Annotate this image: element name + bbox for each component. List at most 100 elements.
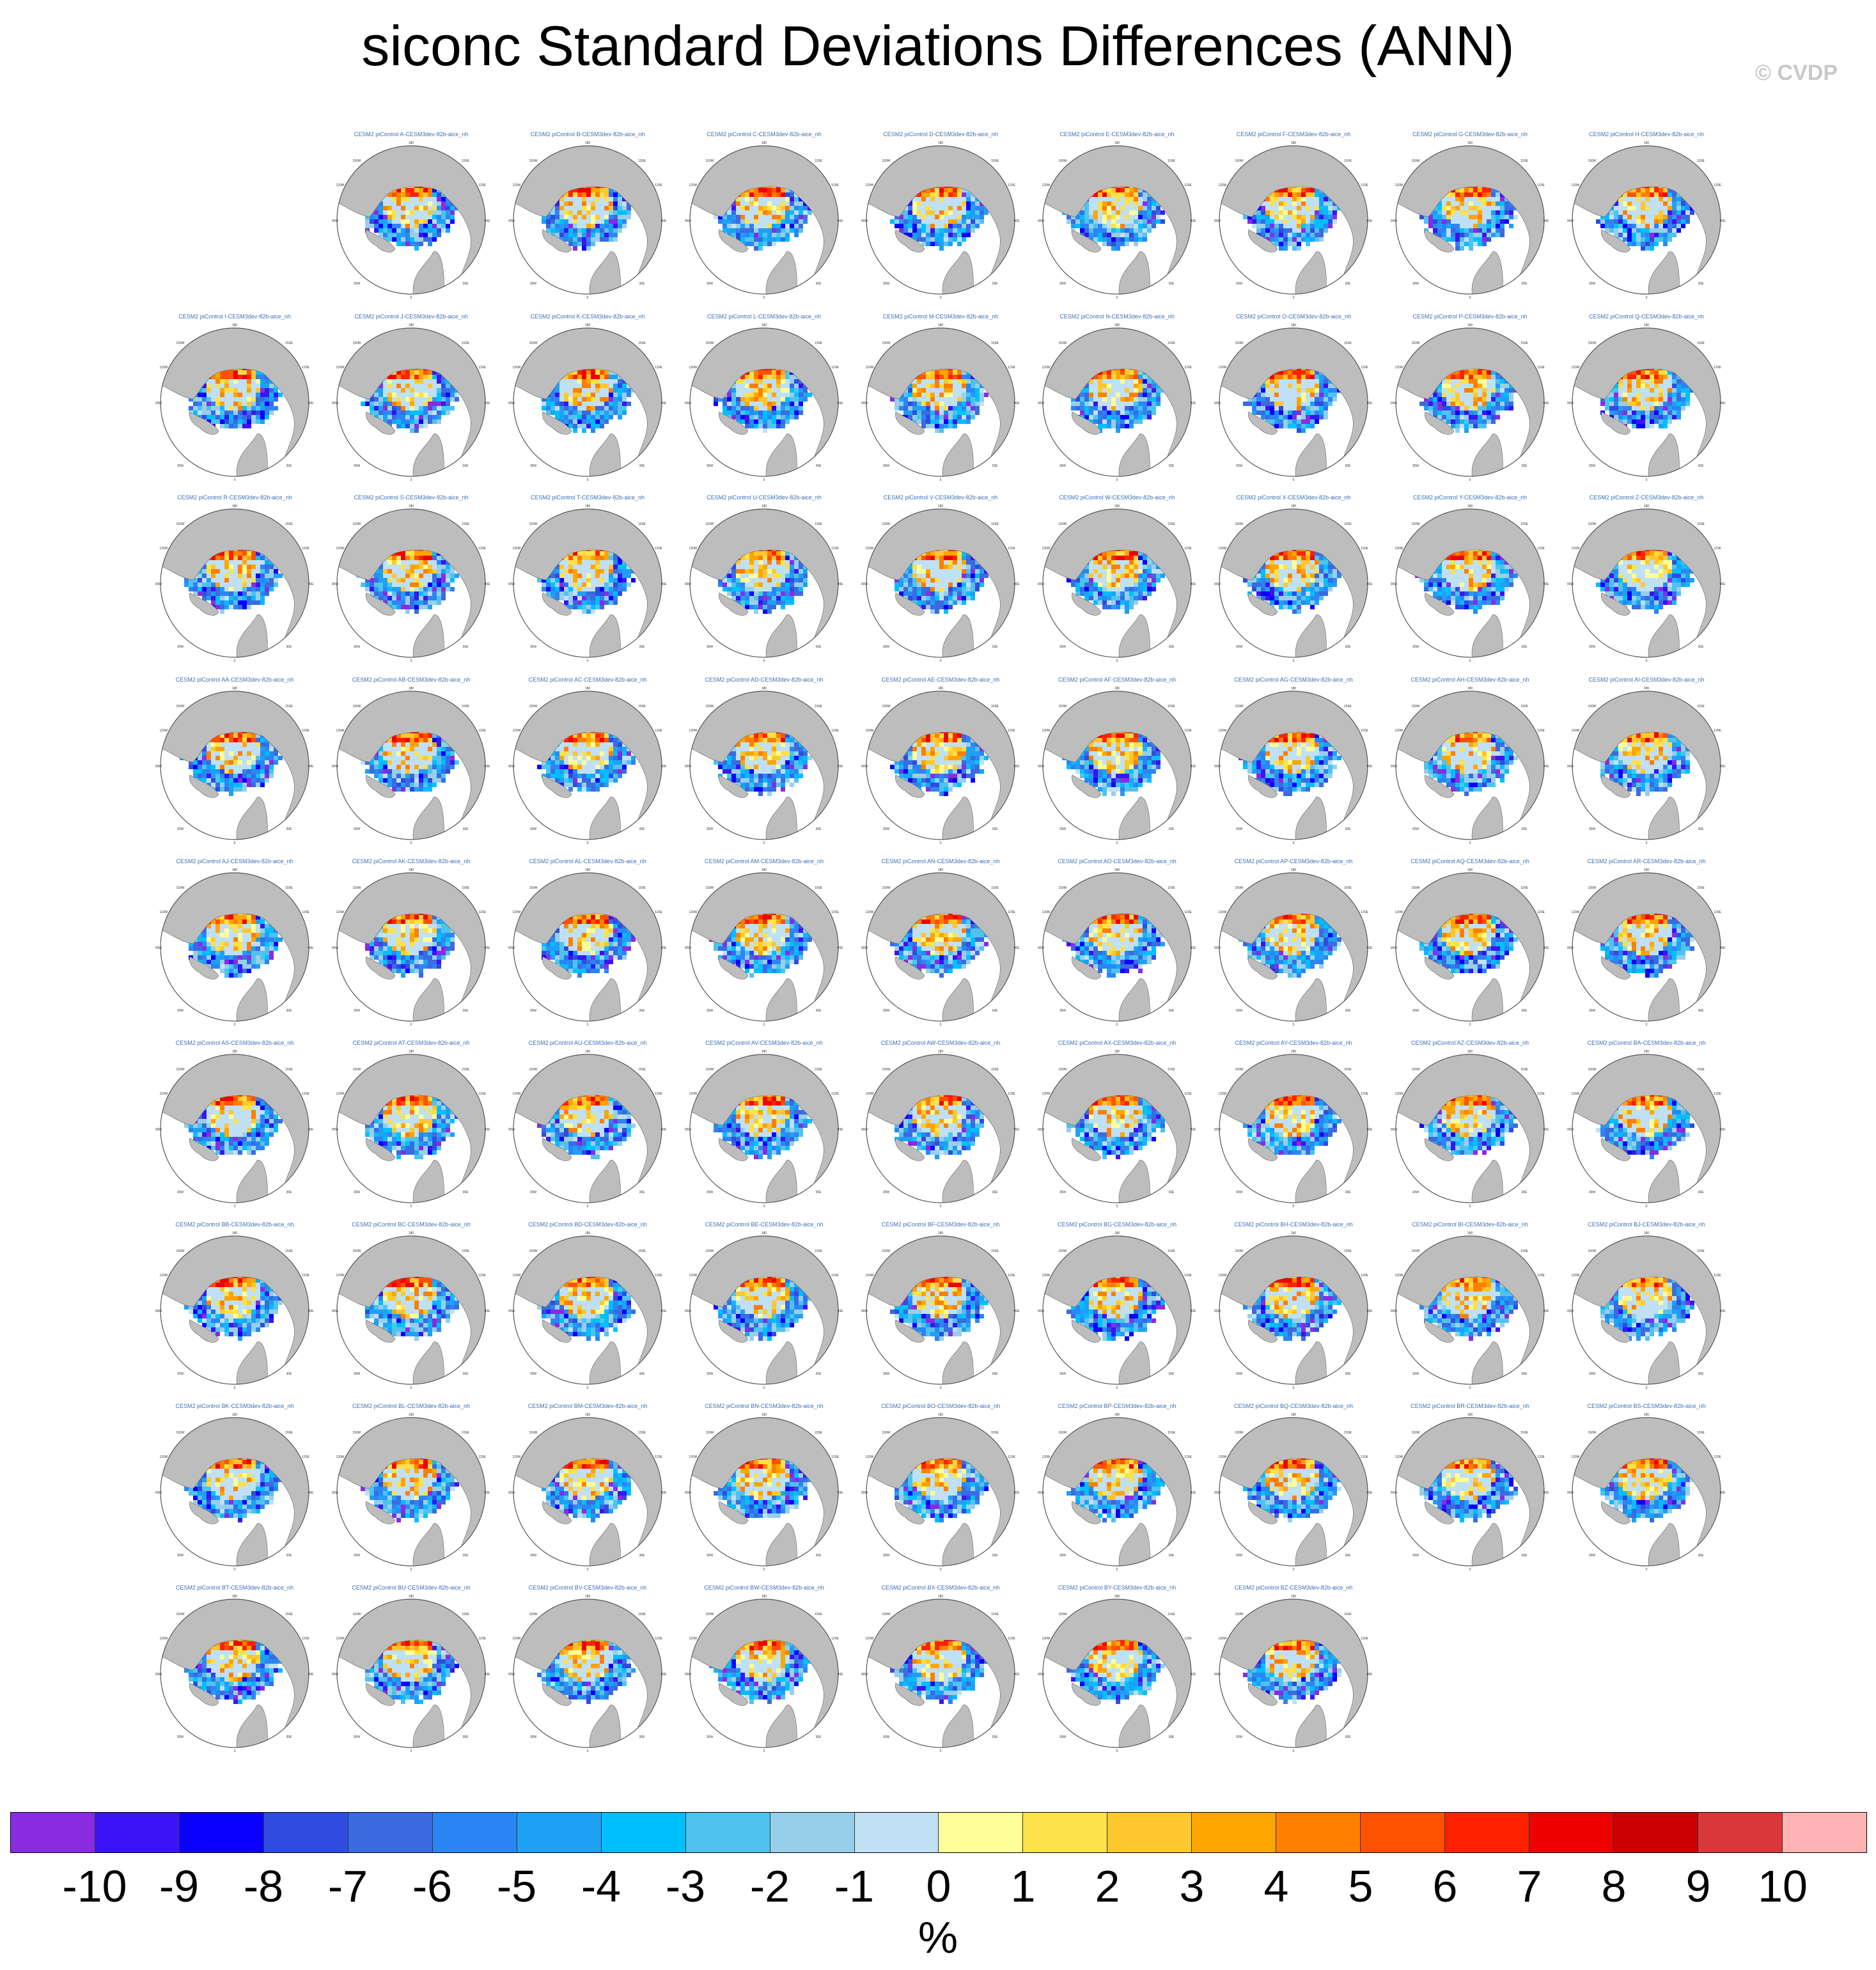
ice-cell bbox=[401, 237, 405, 242]
ice-cell bbox=[903, 410, 908, 415]
ice-cell bbox=[233, 384, 238, 388]
ice-cell bbox=[387, 197, 392, 201]
ice-cell bbox=[1279, 246, 1283, 251]
ice-cell bbox=[1460, 219, 1464, 224]
ice-cell bbox=[785, 192, 790, 197]
ice-cell bbox=[242, 410, 247, 415]
longitude-label: 30E bbox=[816, 464, 822, 468]
ice-cell bbox=[1120, 375, 1125, 379]
ice-cell bbox=[1500, 233, 1505, 237]
ice-cell bbox=[207, 406, 211, 410]
ice-cell bbox=[591, 375, 595, 379]
ice-cell bbox=[939, 219, 944, 224]
ice-cell bbox=[600, 393, 604, 397]
ice-cell bbox=[559, 388, 564, 393]
ice-cell bbox=[1442, 215, 1446, 219]
ice-cell bbox=[591, 188, 595, 192]
ice-cell bbox=[600, 384, 604, 388]
ice-cell bbox=[1600, 215, 1605, 219]
ice-cell bbox=[207, 384, 211, 388]
ice-cell bbox=[1102, 370, 1107, 375]
panel-title: CESM2 piControl J-CESM3dev-82b-aice_nh bbox=[331, 313, 491, 320]
ice-cell bbox=[446, 197, 450, 201]
ice-cell bbox=[555, 410, 559, 415]
ice-cell bbox=[573, 228, 577, 233]
ice-cell bbox=[1107, 406, 1111, 410]
ice-cell bbox=[401, 219, 405, 224]
ice-cell bbox=[953, 237, 957, 242]
ice-cell bbox=[1645, 237, 1650, 242]
ice-cell bbox=[392, 219, 396, 224]
ice-cell bbox=[1261, 224, 1265, 228]
ice-cell bbox=[419, 228, 423, 233]
ice-cell bbox=[564, 406, 568, 410]
ice-cell bbox=[908, 210, 912, 215]
ice-cell bbox=[903, 397, 908, 402]
ice-cell bbox=[1138, 410, 1143, 415]
ice-cell bbox=[758, 419, 763, 424]
ice-cell bbox=[618, 397, 622, 402]
ice-cell bbox=[1283, 188, 1288, 192]
ice-cell bbox=[731, 410, 736, 415]
ice-cell bbox=[745, 228, 749, 233]
ice-cell bbox=[935, 370, 939, 375]
ice-cell bbox=[1283, 206, 1288, 210]
ice-cell bbox=[401, 379, 405, 384]
ice-cell bbox=[736, 379, 740, 384]
ice-cell bbox=[749, 219, 754, 224]
ice-cell bbox=[1600, 219, 1605, 224]
ice-cell bbox=[577, 370, 582, 375]
ice-cell bbox=[392, 206, 396, 210]
ice-cell bbox=[396, 197, 401, 201]
ice-cell bbox=[392, 402, 396, 406]
credit-label: © CVDP bbox=[1755, 61, 1838, 86]
ice-cell bbox=[749, 393, 754, 397]
ice-cell bbox=[586, 210, 591, 215]
ice-cell bbox=[591, 215, 595, 219]
ice-cell bbox=[414, 201, 419, 206]
ice-cell bbox=[1328, 224, 1333, 228]
ice-cell bbox=[912, 419, 917, 424]
ice-cell bbox=[1659, 237, 1663, 242]
ice-cell bbox=[387, 219, 392, 224]
ice-cell bbox=[1618, 206, 1623, 210]
ice-cell bbox=[419, 242, 423, 246]
ice-cell bbox=[419, 397, 423, 402]
ice-cell bbox=[935, 384, 939, 388]
ice-cell bbox=[1297, 224, 1301, 228]
ice-cell bbox=[745, 415, 749, 419]
ice-cell bbox=[921, 384, 926, 388]
ice-cell bbox=[749, 388, 754, 393]
ice-cell bbox=[975, 379, 980, 384]
ice-cell bbox=[1469, 237, 1473, 242]
ice-cell bbox=[975, 410, 980, 415]
panel-title: CESM2 piControl K-CESM3dev-82b-aice_nh bbox=[508, 313, 668, 320]
ice-cell bbox=[1442, 233, 1446, 237]
ice-cell bbox=[1265, 197, 1270, 201]
ice-cell bbox=[274, 406, 278, 410]
ice-cell bbox=[957, 415, 962, 419]
ice-cell bbox=[736, 233, 740, 237]
ice-cell bbox=[613, 375, 618, 379]
ice-cell bbox=[405, 188, 410, 192]
ice-cell bbox=[215, 406, 220, 410]
ice-cell bbox=[966, 388, 971, 393]
ice-cell bbox=[1315, 206, 1319, 210]
ice-cell bbox=[785, 410, 790, 415]
ice-cell bbox=[944, 188, 948, 192]
ice-cell bbox=[573, 246, 577, 251]
ice-cell bbox=[577, 219, 582, 224]
ice-cell bbox=[763, 384, 767, 388]
ice-cell bbox=[740, 406, 745, 410]
ice-cell bbox=[767, 219, 772, 224]
ice-cell bbox=[1659, 206, 1663, 210]
ice-cell bbox=[419, 370, 423, 375]
ice-cell bbox=[1107, 192, 1111, 197]
ice-cell bbox=[948, 224, 953, 228]
longitude-label: 120E bbox=[831, 366, 839, 370]
ice-cell bbox=[1645, 188, 1650, 192]
ice-cell bbox=[582, 402, 586, 406]
ice-cell bbox=[740, 197, 745, 201]
